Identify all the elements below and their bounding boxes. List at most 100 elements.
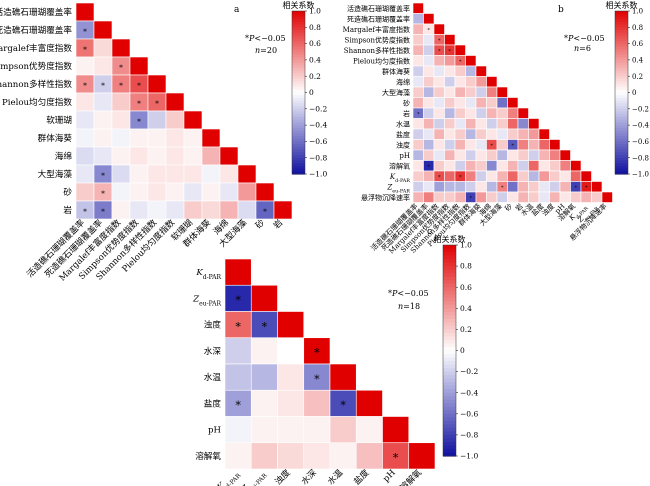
colorbar-tick-label: 0.8: [460, 262, 472, 271]
colorbar-segment: [292, 35, 305, 39]
significance-marker: *: [575, 185, 578, 191]
heatmap-cell: [303, 337, 331, 365]
heatmap-cell: [329, 416, 357, 444]
significance-marker: *: [438, 175, 441, 181]
colorbar-segment: [292, 154, 305, 159]
colorbar-tick-label: 0.4: [632, 57, 644, 65]
row-label: 浊度: [204, 319, 222, 331]
colorbar-segment: [292, 163, 305, 167]
colorbar-tick-label: 0.4: [309, 56, 321, 65]
heatmap-cell: [528, 128, 540, 140]
column-label: 水温: [325, 466, 346, 486]
colorbar-segment: [443, 420, 456, 425]
colorbar-segment: [443, 368, 456, 373]
colorbar-segment: [443, 266, 456, 271]
colorbar-segment: [443, 276, 456, 281]
heatmap-cell: [250, 284, 278, 312]
significance-marker: *: [119, 63, 123, 72]
row-label: 死造礁石珊瑚覆盖率: [347, 14, 410, 23]
colorbar-segment: [443, 417, 456, 422]
colorbar-segment: [443, 343, 456, 348]
heatmap-cell: [507, 128, 519, 140]
colorbar-segment: [615, 54, 628, 58]
colorbar-segment: [615, 81, 628, 85]
colorbar-tick-label: −0.6: [460, 409, 478, 418]
colorbar-segment: [615, 70, 628, 75]
heatmap-cell: [423, 191, 435, 203]
row-label: 群体海葵: [38, 132, 73, 144]
heatmap-cell: [412, 44, 424, 56]
column-label: pH: [381, 468, 398, 485]
colorbar-segment: [292, 13, 305, 18]
heatmap-cell: [444, 149, 456, 161]
colorbar-tick-label: −0.2: [460, 367, 478, 376]
heatmap-cell: [129, 146, 149, 166]
heatmap-cell: [408, 442, 436, 470]
heatmap-cell: [183, 182, 203, 202]
colorbar-segment: [615, 108, 628, 113]
heatmap-cell: [549, 191, 561, 203]
colorbar-segment: [292, 76, 305, 80]
row-label: 软珊瑚: [46, 114, 72, 126]
colorbar-tick-label: −0.8: [632, 154, 649, 162]
heatmap-cell: [433, 107, 445, 119]
heatmap-cell: [303, 416, 331, 444]
colorbar-segment: [443, 318, 456, 323]
heatmap-cell: [444, 86, 456, 98]
heatmap-cell: [355, 442, 383, 470]
heatmap-cell: [183, 200, 203, 220]
colorbar-segment: [292, 135, 305, 140]
row-label: 活造礁石珊瑚覆盖率: [0, 6, 72, 18]
heatmap-cell: [507, 149, 519, 161]
heatmap-cell: [538, 160, 550, 172]
heatmap-cell: [75, 56, 95, 76]
colorbar-segment: [615, 38, 628, 42]
heatmap-cell: [517, 181, 529, 193]
colorbar-segment: [443, 448, 456, 454]
heatmap-cell: [538, 128, 550, 140]
colorbar-segment: [615, 146, 628, 151]
heatmap-cell: [475, 86, 487, 98]
heatmap-cell: [496, 107, 508, 119]
heatmap-cell: [412, 160, 424, 172]
colorbar-segment: [443, 304, 456, 309]
colorbar-segment: [292, 122, 305, 126]
colorbar-segment: [443, 332, 456, 338]
colorbar-segment: [443, 427, 456, 432]
row-label: 群体海葵: [382, 67, 410, 76]
colorbar-segment: [615, 43, 628, 47]
column-label: 盐度: [351, 466, 372, 486]
colorbar-segment: [443, 311, 456, 316]
colorbar-segment: [292, 103, 305, 107]
heatmap-cell: [580, 191, 592, 203]
heatmap-cell: [517, 170, 529, 182]
colorbar-segment: [443, 255, 456, 260]
heatmap-cell: [219, 182, 239, 202]
column-label: Zeu-PAR: [239, 468, 269, 486]
heatmap-cell: [183, 164, 203, 184]
row-label: Pielou均匀度指数: [2, 96, 72, 108]
heatmap-cell: [129, 164, 149, 184]
heatmap-cell: [517, 139, 529, 151]
colorbar-segment: [292, 84, 305, 88]
heatmap-cell: [433, 86, 445, 98]
heatmap-cell: [412, 2, 424, 14]
colorbar-segment: [292, 130, 305, 134]
colorbar-segment: [292, 157, 305, 162]
colorbar-segment: [292, 21, 305, 26]
colorbar-segment: [292, 108, 305, 113]
row-label: 大型海藻: [38, 168, 73, 180]
colorbar-segment: [443, 441, 456, 447]
heatmap-cell: [496, 86, 508, 98]
colorbar-segment: [443, 290, 456, 295]
heatmap-cell: [111, 38, 131, 58]
heatmap-cell: [93, 56, 113, 76]
colorbar-segment: [615, 27, 628, 31]
heatmap-cell: [444, 76, 456, 88]
column-label: 浊度: [272, 466, 293, 486]
colorbar-segment: [443, 399, 456, 404]
sample-size-note: n=6: [574, 44, 591, 53]
colorbar-segment: [615, 100, 628, 104]
